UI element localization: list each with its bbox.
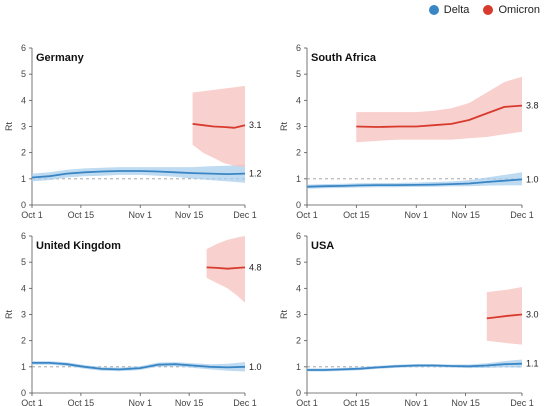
end-label-delta: 1.2 — [249, 169, 262, 179]
end-label-delta: 1.0 — [526, 174, 539, 184]
x-tick-label: Nov 1 — [405, 210, 429, 220]
end-label-delta: 1.0 — [249, 362, 262, 372]
panel-title: United Kingdom — [36, 240, 121, 252]
x-tick-label: Dec 1 — [233, 398, 257, 406]
y-tick-label: 6 — [296, 43, 301, 53]
x-tick-label: Oct 1 — [296, 398, 318, 406]
y-axis-title: Rt — [279, 122, 289, 131]
end-label-omicron: 3.0 — [526, 310, 539, 320]
panel-united-kingdom: 0 1 2 3 4 5 6 Oct 1 Oct 15 Nov 1 Nov 15 Dec 1 Rt Unit… — [4, 231, 262, 406]
y-tick-label: 2 — [21, 148, 26, 158]
line-delta — [306, 178, 523, 188]
y-tick-label: 6 — [296, 231, 301, 241]
legend: Delta Omicron — [428, 4, 540, 16]
line-omicron — [192, 123, 246, 129]
end-label-delta: 1.1 — [526, 359, 539, 369]
x-tick-label: Nov 1 — [128, 398, 152, 406]
x-tick-label: Nov 15 — [451, 210, 480, 220]
y-axis-title: Rt — [279, 310, 289, 319]
y-tick-label: 2 — [296, 336, 301, 346]
x-tick-label: Dec 1 — [233, 210, 257, 220]
x-tick-label: Oct 15 — [343, 210, 370, 220]
y-tick-label: 3 — [296, 122, 301, 132]
line-delta — [31, 170, 246, 179]
x-tick-label: Dec 1 — [510, 210, 534, 220]
y-tick-label: 5 — [21, 69, 26, 79]
legend-swatch-omicron — [483, 5, 494, 15]
line-omicron — [486, 313, 523, 320]
y-tick-label: 0 — [296, 388, 301, 398]
x-tick-label: Oct 15 — [343, 398, 370, 406]
panel-south-africa: 0 1 2 3 4 5 6 Oct 1 Oct 15 Nov 1 Nov 15 Dec 1 Rt Sout… — [279, 43, 539, 220]
y-tick-label: 5 — [296, 257, 301, 267]
panel-germany: 0 1 2 3 4 5 6 Oct 1 Oct 15 Nov 1 Nov 15 Dec 1 Rt Germ… — [4, 43, 262, 220]
y-tick-label: 6 — [21, 43, 26, 53]
y-tick-label: 1 — [21, 362, 26, 372]
end-label-omicron: 4.8 — [249, 262, 262, 272]
y-tick-label: 3 — [296, 310, 301, 320]
legend-label-delta: Delta — [443, 4, 470, 16]
x-tick-label: Oct 15 — [68, 210, 95, 220]
band-delta — [32, 164, 245, 183]
y-tick-label: 0 — [296, 200, 301, 210]
line-omicron — [206, 266, 246, 270]
y-tick-label: 4 — [21, 283, 26, 293]
panel-usa: 0 1 2 3 4 5 6 Oct 1 Oct 15 Nov 1 Nov 15 Dec 1 Rt USA 1… — [279, 231, 539, 406]
y-tick-label: 1 — [296, 362, 301, 372]
y-tick-label: 1 — [296, 174, 301, 184]
y-tick-label: 0 — [21, 200, 26, 210]
x-tick-label: Dec 1 — [510, 398, 534, 406]
x-tick-label: Oct 1 — [21, 210, 43, 220]
line-delta — [32, 361, 246, 371]
legend-swatch-delta — [428, 5, 439, 15]
x-tick-label: Oct 15 — [68, 398, 95, 406]
x-tick-label: Nov 15 — [451, 398, 480, 406]
y-axis-title: Rt — [4, 310, 14, 319]
y-tick-label: 4 — [21, 95, 26, 105]
y-tick-label: 2 — [296, 148, 301, 158]
y-tick-label: 3 — [21, 310, 26, 320]
y-tick-label: 6 — [21, 231, 26, 241]
x-tick-label: Oct 1 — [21, 398, 43, 406]
y-tick-label: 4 — [296, 283, 301, 293]
panel-title: USA — [311, 240, 334, 252]
y-tick-label: 5 — [296, 69, 301, 79]
y-tick-label: 5 — [21, 257, 26, 267]
y-tick-label: 2 — [21, 336, 26, 346]
line-omicron — [356, 104, 523, 128]
x-tick-label: Nov 15 — [175, 398, 204, 406]
end-label-omicron: 3.8 — [526, 101, 539, 111]
y-tick-label: 1 — [21, 174, 26, 184]
line-delta — [307, 362, 523, 371]
legend-label-omicron: Omicron — [498, 4, 540, 16]
band-delta — [32, 361, 245, 372]
legend-item-delta: Delta — [428, 4, 470, 16]
panel-title: Germany — [36, 52, 85, 64]
x-tick-label: Nov 1 — [405, 398, 429, 406]
legend-item-omicron: Omicron — [483, 4, 540, 16]
panel-title: South Africa — [311, 52, 377, 64]
x-tick-label: Nov 1 — [128, 210, 152, 220]
y-tick-label: 4 — [296, 95, 301, 105]
y-axis-title: Rt — [4, 122, 14, 131]
end-label-omicron: 3.1 — [249, 120, 262, 130]
y-tick-label: 3 — [21, 122, 26, 132]
y-tick-label: 0 — [21, 388, 26, 398]
x-tick-label: Oct 1 — [296, 210, 318, 220]
x-tick-label: Nov 15 — [175, 210, 204, 220]
